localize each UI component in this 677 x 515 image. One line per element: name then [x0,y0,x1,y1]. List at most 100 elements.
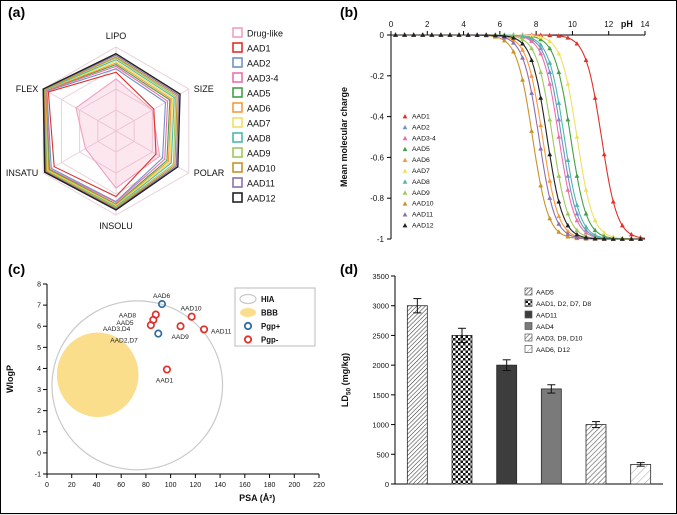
svg-text:SIZE: SIZE [194,84,214,94]
svg-text:2500: 2500 [372,331,389,340]
svg-text:AAD10: AAD10 [181,306,202,313]
svg-text:LIPO: LIPO [106,31,127,41]
radar-series-AAD8 [44,58,175,208]
point-AAD1 [162,365,171,374]
svg-text:6: 6 [37,324,41,331]
svg-text:500: 500 [376,450,389,459]
svg-text:AAD5: AAD5 [536,290,554,297]
charge-ph-line-chart: 0 2 4 6 8 10 12 14 pH 0 -0.2 -0.4 -0.6 -0.8 -1 Mean mol… [339,19,650,244]
svg-text:-0.8: -0.8 [370,194,384,203]
point-AAD10 [187,312,196,321]
svg-text:AAD6, D12: AAD6, D12 [536,347,570,354]
svg-text:4: 4 [37,366,41,373]
svg-text:AAD10: AAD10 [247,164,276,174]
svg-text:0: 0 [37,450,41,457]
svg-text:2000: 2000 [372,361,389,370]
panel-b-label: (b) [340,4,358,20]
radar-series-AAD1 [47,71,157,198]
svg-text:AAD3-4: AAD3-4 [247,74,279,84]
svg-text:AAD4: AAD4 [536,324,554,331]
svg-text:80: 80 [142,482,150,489]
radar-legend: Drug-like AAD1 AAD2 AAD3-4 AAD5 AAD6 AAD7 AAD8 A… [232,27,283,204]
svg-text:Mean molecular charge: Mean molecular charge [339,87,349,187]
svg-text:40: 40 [93,482,101,489]
radar-series-AAD2 [46,68,167,203]
svg-text:AAD6: AAD6 [153,293,171,300]
svg-text:INSATU: INSATU [6,168,38,178]
svg-text:WlogP: WlogP [5,365,15,393]
line-legend: AAD1 AAD2 AAD3-4 AAD5 AAD6 AAD7 AAD8 AAD9 AAD10 A… [402,114,436,230]
svg-text:-1: -1 [377,235,385,244]
svg-text:160: 160 [239,482,251,489]
bar-plot: 0 500 1000 1500 2000 2500 3000 3500 LD50 (mg/kg) [340,272,663,489]
svg-text:0: 0 [385,480,389,489]
point-AAD11 [199,325,209,334]
svg-text:Drug-like: Drug-like [247,29,283,39]
panel-d: (d) 0 500 1000 1500 2000 2500 3000 3500 LD50 (mg… [333,258,676,515]
bar-AAD3, D9, D10 [585,424,607,485]
bars [406,298,652,485]
svg-text:AAD12: AAD12 [412,223,434,230]
svg-text:AAD11: AAD11 [211,328,232,335]
svg-text:AAD1: AAD1 [156,378,174,385]
point-AAD2,D7 [154,329,163,338]
svg-text:14: 14 [641,20,650,29]
svg-text:AAD3,D4: AAD3,D4 [103,326,131,333]
svg-text:Pgp+: Pgp+ [261,322,281,331]
svg-text:220: 220 [313,482,325,489]
svg-text:AAD6: AAD6 [247,104,271,114]
svg-text:180: 180 [264,482,276,489]
scatter-legend: HIA BBB Pgp+ Pgp- [234,287,316,347]
radar-chart: LIPO SIZE POLAR INSOLU INSATU FLEX Drug-like AA… [6,27,283,231]
svg-text:1: 1 [37,429,41,436]
svg-text:pH: pH [621,19,633,29]
bar-AAD5 [406,305,428,485]
svg-text:AAD8: AAD8 [247,134,271,144]
svg-text:-1: -1 [35,472,41,479]
svg-text:AAD1, D2, D7, D8: AAD1, D2, D7, D8 [536,301,591,308]
svg-text:100: 100 [165,482,177,489]
svg-text:12: 12 [604,20,613,29]
psa-wlogp-scatter-chart: 0 20 40 60 80 100 120 140 160 180 200 220 -1 0 1 2 3 4 5 6 7… [5,282,325,504]
bar-AAD11 [496,364,518,485]
svg-text:AAD7: AAD7 [247,119,271,129]
svg-text:AAD3-4: AAD3-4 [412,135,436,142]
svg-text:6: 6 [498,20,503,29]
svg-text:AAD9: AAD9 [412,190,430,197]
svg-text:LD50 (mg/kg): LD50 (mg/kg) [340,353,353,407]
panel-d-label: (d) [340,261,358,277]
series-AAD12 [391,34,645,240]
region-BBB [56,332,139,417]
svg-text:20: 20 [68,482,76,489]
svg-text:120: 120 [190,482,202,489]
bar-AAD1, D2, D7, D8 [451,335,473,485]
svg-text:AAD5: AAD5 [412,146,430,153]
svg-text:-0.2: -0.2 [370,72,384,81]
svg-text:POLAR: POLAR [194,168,225,178]
svg-text:BBB: BBB [261,309,278,318]
svg-text:3000: 3000 [372,302,389,311]
svg-text:AAD6: AAD6 [412,157,430,164]
point-AAD3,D4 [146,321,155,330]
svg-text:4: 4 [461,20,466,29]
svg-text:0: 0 [389,20,394,29]
radar-plot: LIPO SIZE POLAR INSOLU INSATU FLEX [6,31,225,231]
panel-c: (c) 0 20 40 60 80 100 120 140 160 180 200 220 -1 0 1 2 3… [1,258,333,515]
svg-text:-0.4: -0.4 [370,113,384,122]
svg-text:8: 8 [534,20,539,29]
svg-text:10: 10 [568,20,577,29]
svg-text:140: 140 [214,482,226,489]
line-series [391,32,646,241]
svg-text:8: 8 [37,282,41,289]
svg-text:AAD9: AAD9 [172,334,190,341]
svg-text:AAD2: AAD2 [412,124,430,131]
svg-text:INSOLU: INSOLU [99,221,133,231]
svg-text:0: 0 [380,31,385,40]
svg-text:60: 60 [117,482,125,489]
svg-text:-0.6: -0.6 [370,153,384,162]
svg-text:Pgp-: Pgp- [261,336,279,345]
bar-legend: AAD5 AAD1, D2, D7, D8 AAD11 AAD4 AAD3, D9, D… [524,287,591,354]
panel-a: (a) LIPO SIZE POLAR INSOLU INSATU FLEX Drug-li… [1,1,333,258]
